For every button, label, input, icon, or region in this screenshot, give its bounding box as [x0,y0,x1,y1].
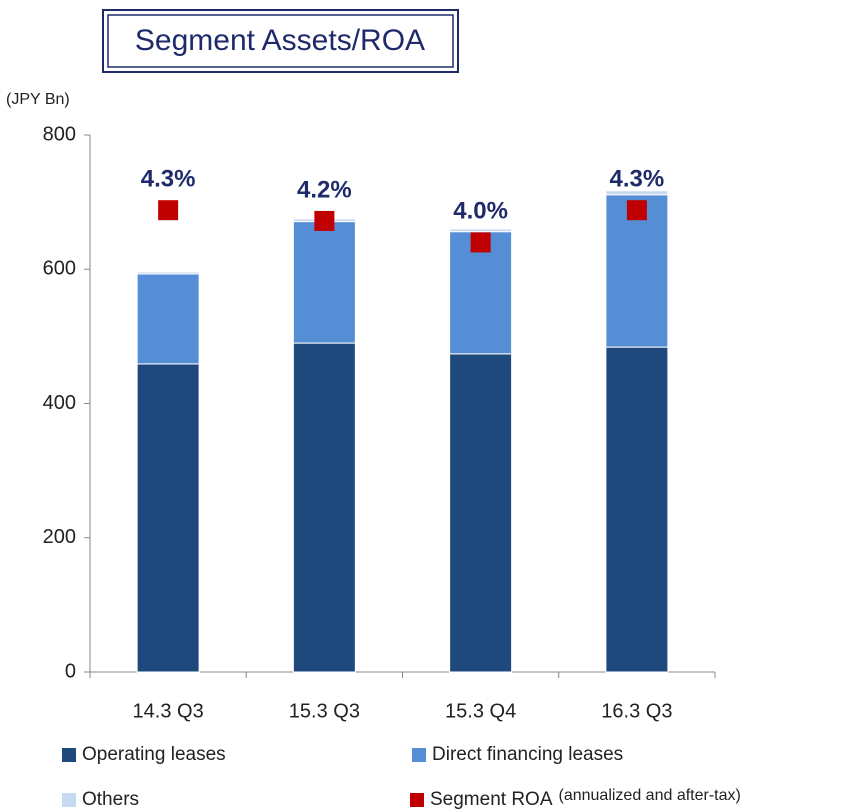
chart-title: Segment Assets/ROA [135,24,425,57]
bar-segment [136,271,200,275]
x-tick-label: 15.3 Q3 [289,700,360,722]
bar-segment [136,363,200,673]
bar-segment [292,221,356,344]
title-box-outer [102,9,459,73]
roa-label: 4.2% [297,176,352,203]
x-tick-label: 15.3 Q4 [445,700,516,722]
roa-marker [158,200,179,221]
roa-marker [470,232,491,253]
bar-segment [605,190,669,196]
y-tick-label: 400 [43,392,76,414]
roa-label: 4.0% [453,198,508,225]
roa-marker [314,210,335,231]
legend-swatch [62,748,76,762]
x-tick-label: 14.3 Q3 [133,700,204,722]
legend-swatch [410,793,424,807]
legend-label: Direct financing leases [432,744,623,765]
bar-segment [605,346,669,673]
x-tick-label: 16.3 Q3 [601,700,672,722]
legend-note: (annualized and after-tax) [559,787,741,804]
bar-segment [449,228,513,233]
y-tick-label: 200 [43,526,76,548]
legend-swatch [412,748,426,762]
bar-segment [449,353,513,673]
roa-label: 4.3% [610,166,665,193]
legend-label: Segment ROA [430,789,553,810]
y-tick-label: 800 [43,123,76,145]
y-tick-label: 0 [65,660,76,682]
title-box-inner [107,14,454,68]
roa-marker [626,200,647,221]
roa-label: 4.3% [141,166,196,193]
y-tick-label: 600 [43,258,76,280]
legend-label: Operating leases [82,744,226,765]
bar-segment [292,342,356,673]
y-axis-label: (JPY Bn) [6,91,70,108]
legend-label: Others [82,789,139,810]
bar-segment [136,273,200,365]
legend-swatch [62,793,76,807]
